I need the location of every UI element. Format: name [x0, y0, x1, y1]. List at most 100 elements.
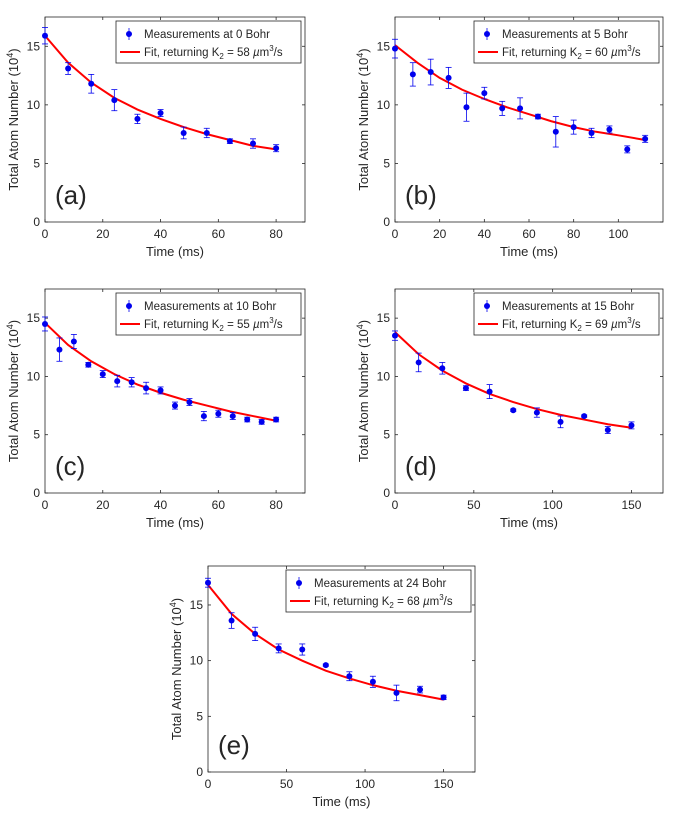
y-tick-label: 10 [377, 98, 391, 112]
data-point [552, 128, 559, 135]
x-tick-label: 50 [280, 777, 294, 791]
data-point [114, 378, 121, 385]
x-axis-label: Time (ms) [500, 515, 558, 530]
data-point [42, 320, 48, 327]
legend-label-fit: Fit, returning K2 = 69 µm3/s [502, 316, 641, 333]
data-point [215, 410, 222, 417]
x-tick-label: 150 [621, 498, 641, 512]
y-axis-label: Total Atom Number (104) [5, 48, 21, 190]
x-tick-label: 50 [467, 498, 481, 512]
data-point [346, 673, 353, 680]
data-point [200, 413, 207, 420]
data-point [486, 388, 493, 395]
legend-box [473, 20, 660, 64]
panel-label: (e) [218, 730, 250, 760]
y-tick-label: 15 [190, 598, 204, 612]
legend: Measurements at 5 Bohr Fit, returning K2 … [473, 20, 660, 64]
legend-label-fit: Fit, returning K2 = 58 µm3/s [144, 44, 283, 61]
x-tick-label: 40 [478, 227, 492, 241]
data-point [392, 45, 398, 52]
x-axis-label: Time (ms) [312, 794, 370, 809]
data-point [180, 129, 187, 136]
x-axis-label: Time (ms) [146, 244, 204, 259]
plot-frame [394, 288, 664, 494]
legend: Measurements at 24 Bohr Fit, returning K2… [285, 569, 472, 613]
data-point [88, 80, 95, 87]
data-point [604, 427, 611, 434]
data-point [111, 97, 118, 104]
data-point [557, 418, 564, 425]
plot-frame [44, 288, 306, 494]
fit-line [44, 322, 277, 422]
chart-panel: 0 50 100 150 0 5 10 15 Time (ms) Total Atom Numbe… [168, 565, 476, 809]
legend-box [285, 569, 472, 613]
x-tick-label: 100 [543, 498, 563, 512]
data-point [445, 74, 452, 81]
data-point [70, 338, 77, 345]
y-tick-label: 5 [196, 709, 203, 723]
y-tick-label: 0 [383, 215, 390, 229]
x-tick-label: 80 [269, 227, 283, 241]
data-point [322, 662, 329, 669]
x-tick-label: 100 [355, 777, 375, 791]
data-point [499, 105, 506, 112]
data-point [393, 689, 400, 696]
data-point [85, 361, 92, 368]
fit-line [394, 331, 632, 429]
data-point [42, 32, 48, 39]
data-point [134, 115, 141, 122]
legend-box [473, 292, 660, 336]
data-point [392, 332, 398, 339]
chart-panel: 0 50 100 150 0 5 10 15 Time (ms) Total Atom Numbe… [355, 288, 664, 530]
y-tick-label: 10 [377, 369, 391, 383]
plot-frame [44, 16, 306, 223]
y-tick-label: 15 [377, 39, 391, 53]
data-point [157, 110, 164, 117]
y-tick-label: 15 [377, 311, 391, 325]
fit-line [44, 35, 277, 151]
legend-label-fit: Fit, returning K2 = 55 µm3/s [144, 316, 283, 333]
x-tick-label: 60 [212, 498, 226, 512]
data-point [588, 129, 595, 136]
data-point [226, 138, 233, 145]
data-point [409, 71, 416, 78]
x-tick-label: 0 [42, 498, 49, 512]
data-point [250, 140, 256, 147]
y-axis-label: Total Atom Number (104) [355, 48, 371, 190]
panel-label: (b) [405, 180, 437, 210]
data-point [273, 145, 280, 152]
chart-panel: 0 20 40 60 80 0 5 10 15 Time (ms) Total Atom Numbe… [5, 288, 306, 530]
data-point [203, 129, 210, 136]
y-tick-label: 5 [33, 428, 40, 442]
data-point [228, 617, 235, 624]
y-tick-label: 10 [27, 98, 41, 112]
x-tick-label: 60 [522, 227, 536, 241]
chart-panel: 0 20 40 60 80 0 5 10 15 Time (ms) Total Atom Numbe… [5, 16, 306, 259]
data-point [65, 65, 72, 72]
data-point [273, 416, 280, 423]
data-point [462, 385, 469, 392]
legend-label-measurements: Measurements at 24 Bohr [314, 578, 446, 590]
x-tick-label: 150 [434, 777, 454, 791]
data-point [570, 124, 577, 131]
legend-label-measurements: Measurements at 15 Bohr [502, 301, 634, 313]
y-tick-label: 5 [33, 156, 40, 170]
data-point [56, 346, 63, 353]
x-tick-label: 20 [96, 498, 110, 512]
legend-marker [484, 31, 490, 37]
y-tick-label: 0 [196, 765, 203, 779]
legend-label-measurements: Measurements at 0 Bohr [144, 29, 270, 41]
data-point [440, 694, 447, 701]
legend-marker [296, 580, 302, 586]
x-axis-label: Time (ms) [146, 515, 204, 530]
data-point [463, 104, 470, 111]
data-point [99, 371, 106, 378]
y-tick-label: 5 [383, 428, 390, 442]
data-point [642, 135, 649, 142]
data-point [157, 387, 164, 394]
y-tick-label: 10 [190, 654, 204, 668]
data-point [533, 409, 540, 416]
x-tick-label: 20 [96, 227, 110, 241]
data-point [258, 418, 265, 425]
